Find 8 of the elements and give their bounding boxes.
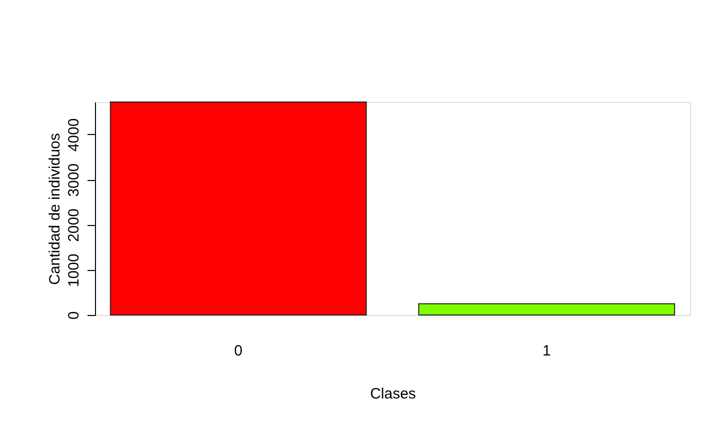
y-tick-label: 2000 xyxy=(66,208,82,242)
x-axis-title: Clases xyxy=(370,386,416,402)
y-tick-label: 4000 xyxy=(66,118,82,152)
x-tick-label: 1 xyxy=(542,342,551,360)
y-tick-label: 1000 xyxy=(66,254,82,288)
y-tick-label: 0 xyxy=(66,311,82,320)
y-axis-title: Cantidad de individuos xyxy=(46,133,64,285)
y-tick-label: 3000 xyxy=(66,163,82,197)
